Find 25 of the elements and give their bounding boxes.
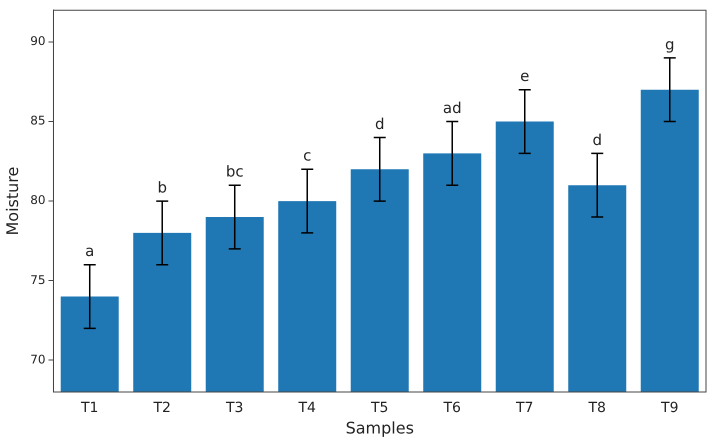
- x-tick-label: T5: [370, 400, 388, 416]
- y-tick-label: 75: [30, 272, 46, 287]
- y-axis-title: Moisture: [2, 166, 22, 236]
- annotation: ad: [442, 98, 462, 117]
- x-tick-label: T3: [224, 400, 244, 416]
- x-tick-label: T1: [80, 400, 98, 416]
- annotation: bc: [226, 162, 244, 181]
- y-tick-label: 90: [30, 34, 46, 48]
- y-tick-label: 85: [30, 114, 46, 128]
- x-tick-label: T2: [152, 400, 171, 416]
- x-tick-label: T4: [297, 400, 316, 416]
- y-tick-label: 80: [30, 193, 46, 208]
- annotation: d: [592, 130, 602, 149]
- annotation: g: [664, 35, 675, 54]
- x-tick-label: T6: [442, 400, 462, 416]
- annotation: b: [157, 178, 167, 196]
- annotation: e: [520, 67, 530, 86]
- y-tick-label: 70: [30, 352, 46, 366]
- annotation: c: [303, 146, 312, 165]
- x-axis-title: Samples: [346, 418, 414, 438]
- annotation: d: [374, 114, 384, 133]
- x-tick-label: T8: [588, 400, 606, 416]
- x-tick-label: T7: [515, 400, 534, 416]
- annotation: a: [85, 242, 94, 260]
- x-tick-label: T9: [660, 400, 678, 416]
